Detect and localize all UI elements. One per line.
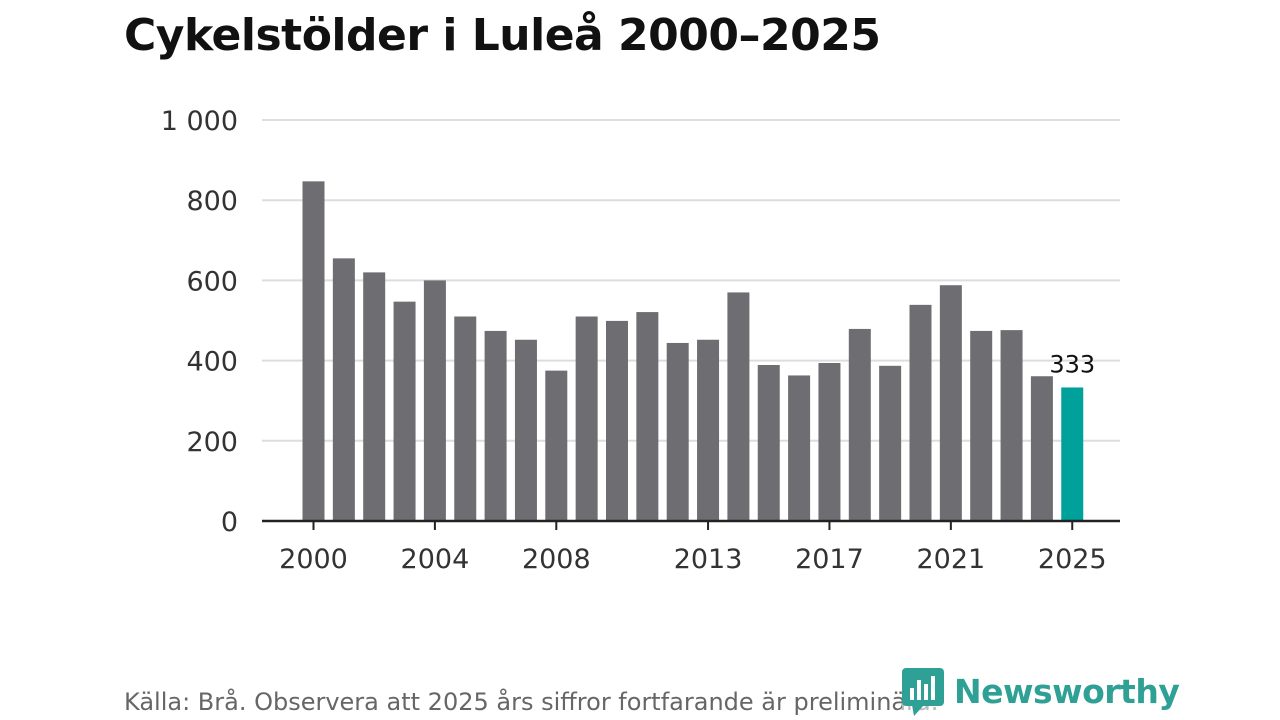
bar-2009 bbox=[575, 316, 598, 521]
bar-2004 bbox=[423, 280, 446, 521]
bar-2006 bbox=[484, 330, 507, 521]
y-tick-label-0: 0 bbox=[221, 507, 238, 538]
bar-2019 bbox=[879, 365, 902, 521]
x-tick-label-2017: 2017 bbox=[795, 544, 864, 575]
y-tick-label-800: 800 bbox=[186, 186, 238, 217]
bar-2018 bbox=[848, 328, 871, 521]
bar-2023 bbox=[1000, 330, 1023, 521]
bar-2022 bbox=[970, 330, 993, 521]
bar-2007 bbox=[514, 339, 537, 521]
x-tick-label-2025: 2025 bbox=[1038, 544, 1107, 575]
bar-2021 bbox=[939, 285, 962, 521]
y-tick-label-200: 200 bbox=[186, 427, 238, 458]
x-tick-label-2008: 2008 bbox=[522, 544, 591, 575]
data-labels: 333 bbox=[1049, 350, 1095, 378]
bar-2012 bbox=[666, 342, 689, 521]
bar-2025 bbox=[1061, 387, 1084, 521]
y-axis-ticks: 0 200 400 600 800 1 000 bbox=[161, 106, 238, 538]
y-tick-label-400: 400 bbox=[186, 347, 238, 378]
y-tick-label-1000: 1 000 bbox=[161, 106, 238, 137]
bar-2010 bbox=[606, 320, 628, 521]
bar-2015 bbox=[757, 365, 780, 521]
x-axis-ticks: 2000 2004 2008 2013 2017 2021 2025 bbox=[279, 521, 1107, 575]
bar-2003 bbox=[393, 301, 416, 521]
x-tick-label-2021: 2021 bbox=[916, 544, 985, 575]
x-tick-label-2000: 2000 bbox=[279, 544, 348, 575]
x-tick-label-2004: 2004 bbox=[401, 544, 470, 575]
data-label-2025: 333 bbox=[1049, 350, 1095, 378]
bars bbox=[302, 181, 1084, 521]
bar-2024 bbox=[1030, 376, 1053, 521]
bar-2002 bbox=[363, 272, 386, 521]
bar-2000 bbox=[302, 181, 325, 521]
bar-2005 bbox=[454, 316, 477, 521]
source-note: Källa: Brå. Observera att 2025 års siffr… bbox=[124, 688, 939, 716]
bar-2020 bbox=[909, 304, 932, 521]
y-tick-label-600: 600 bbox=[186, 266, 238, 297]
x-tick-label-2013: 2013 bbox=[674, 544, 743, 575]
newsworthy-logo-icon bbox=[902, 668, 944, 716]
bar-2013 bbox=[697, 339, 720, 521]
bar-2008 bbox=[545, 370, 568, 521]
newsworthy-logo: Newsworthy bbox=[902, 668, 1180, 716]
chart-title: Cykelstölder i Luleå 2000–2025 bbox=[124, 10, 881, 61]
bar-2001 bbox=[332, 258, 355, 521]
newsworthy-logo-text: Newsworthy bbox=[954, 672, 1180, 711]
bar-2017 bbox=[818, 363, 841, 521]
bar-2016 bbox=[788, 375, 811, 521]
bar-2011 bbox=[636, 312, 659, 521]
bar-2014 bbox=[727, 292, 750, 521]
